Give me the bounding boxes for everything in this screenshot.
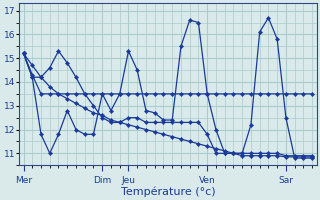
X-axis label: Température (°c): Température (°c) — [121, 186, 215, 197]
